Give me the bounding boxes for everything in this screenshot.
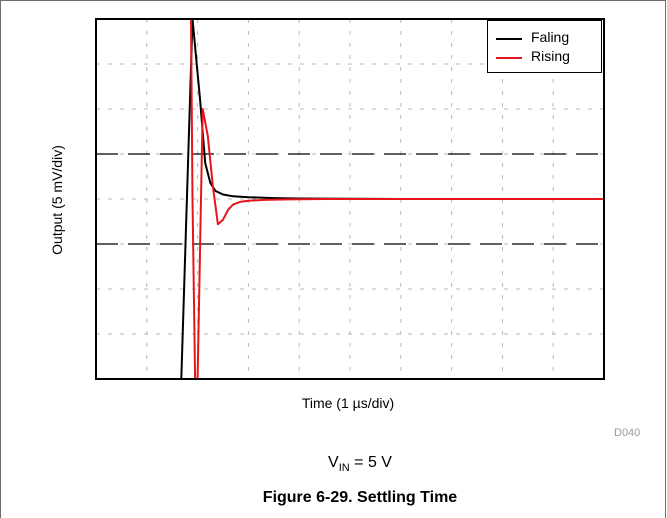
condition-subscript: IN <box>338 462 350 475</box>
legend-item-faling: Faling <box>496 29 601 47</box>
legend-swatch-faling <box>496 38 522 40</box>
legend-item-rising: Rising <box>496 48 601 66</box>
x-axis-label: Time (1 µs/div) <box>301 395 395 411</box>
page-frame-left <box>0 0 1 518</box>
legend-swatch-rising <box>496 57 522 59</box>
y-axis-label: Output (5 mV/div) <box>49 145 65 255</box>
condition-suffix: = 5 V <box>349 454 392 471</box>
reference-lines <box>96 153 604 245</box>
legend-label-rising: Rising <box>531 48 570 64</box>
figure-caption: Figure 6-29. Settling Time <box>262 489 458 506</box>
legend-label-faling: Faling <box>531 29 570 45</box>
series-line-rising <box>188 19 604 379</box>
test-condition: VIN = 5 V <box>328 454 392 474</box>
series-lines <box>180 19 604 379</box>
page-frame-top <box>0 0 666 1</box>
figure-code: D040 <box>614 427 641 439</box>
condition-prefix: V <box>328 454 339 471</box>
plot-border <box>95 18 605 380</box>
page-frame-right <box>665 0 666 518</box>
legend: Faling Rising <box>487 20 602 73</box>
